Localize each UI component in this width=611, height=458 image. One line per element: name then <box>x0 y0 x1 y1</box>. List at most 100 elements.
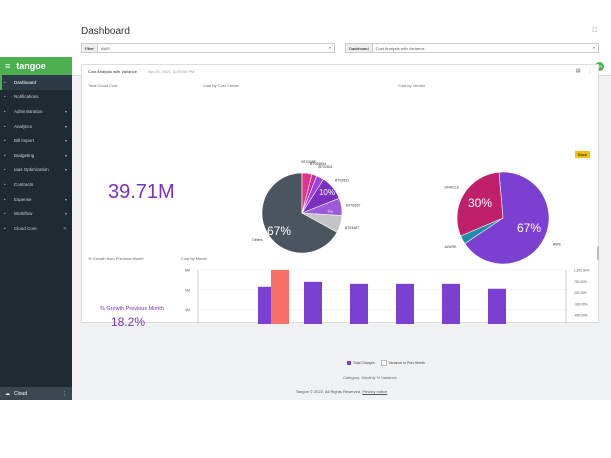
caret-icon: ▾ <box>64 123 67 129</box>
caret-icon: ▾ <box>64 196 67 202</box>
dashboard-label: Dashboard <box>346 44 373 52</box>
copyright: Tangoe © 2022. All Rights Reserved. <box>295 389 362 394</box>
avatar[interactable]: PR <box>595 61 604 71</box>
chevron-down-icon: ▾ <box>593 46 595 50</box>
sidebar-item-bill-import[interactable]: • Bill Import ▾ <box>0 133 72 148</box>
sidebar-item-budgeting[interactable]: • Budgeting ▾ <box>0 148 72 163</box>
sidebar-item-contracts[interactable]: • Contracts <box>0 177 72 192</box>
slice-label: Others <box>252 238 263 242</box>
slice-pct-label: 7% <box>327 209 333 214</box>
y-tick-label: 6M <box>185 288 190 292</box>
bar-total-charges <box>442 283 460 324</box>
panel-title: Cost Analysis with Variance <box>88 69 137 74</box>
optimize-icon: • <box>4 167 6 173</box>
sidebar-item-iaas-optimization[interactable]: • Iaas Optimization ▾ <box>0 163 72 178</box>
slice-pct-label: 6% <box>319 174 325 179</box>
pie-slice <box>301 172 313 214</box>
sidebar: ≡ tangoe • Dashboard • Notifications • Admini… <box>0 57 72 400</box>
cost-by-month-bars: 8M6M4M2M01,200.00%700.00%200.00%-300.00%… <box>185 269 589 324</box>
cloud-core-icon: • <box>4 225 6 231</box>
caret-icon: ▾ <box>64 167 67 173</box>
contract-icon: • <box>4 181 6 187</box>
growth-value: 18.2% <box>111 315 146 329</box>
sidebar-item-expense[interactable]: • Expense ▾ <box>0 192 72 207</box>
page-title: Dashboard <box>81 26 130 37</box>
vendor-title: Cost by Vendor <box>398 83 426 88</box>
caret-icon: ▾ <box>64 211 67 217</box>
caret-icon: ▾ <box>64 138 67 144</box>
bar-total-charges <box>304 281 322 324</box>
total-cost-label: Total Cloud Cost <box>88 83 118 88</box>
y-tick-label: 4M <box>185 308 190 312</box>
sidebar-item-notifications[interactable]: • Notifications <box>0 90 72 105</box>
fullscreen-icon[interactable]: ⛶ <box>592 28 597 34</box>
dashboard-icon: • <box>4 79 6 85</box>
bar-total-charges <box>350 283 368 324</box>
cloud-icon: ☁ <box>5 390 10 397</box>
filter-select[interactable]: Filter AWS ▾ <box>81 43 335 53</box>
kebab-menu-icon[interactable]: ⋮ <box>587 68 592 74</box>
legend-swatch-variance <box>380 360 387 366</box>
slice-label: BT02831 <box>335 178 349 182</box>
slice-pct-label: 30% <box>468 196 492 210</box>
cost-by-month-title: Cost by Month <box>181 256 207 261</box>
sidebar-item-label: Workflow <box>14 211 33 217</box>
pie-slice <box>456 171 504 237</box>
slice-pct-label: 4% <box>306 168 312 173</box>
vendor-pie: AWS AZURE ORACLE 67% 30% <box>444 171 562 265</box>
slice-label: AWS <box>553 242 562 246</box>
filter-value: AWS <box>100 45 110 51</box>
bar-total-charges <box>488 288 506 324</box>
slice-pct-label: 67% <box>267 224 291 238</box>
hamburger-icon[interactable]: ≡ <box>5 61 11 71</box>
sidebar-item-analytics[interactable]: • Analytics ▾ <box>0 119 72 134</box>
panel-header: Cost Analysis with Variance Apr 20, 2021… <box>88 69 194 74</box>
sidebar-item-dashboard[interactable]: • Dashboard <box>0 75 72 90</box>
y2-tick-label: 700.00% <box>574 280 587 284</box>
y2-tick-label: -800.00% <box>574 314 588 318</box>
legend-total: Total Charges <box>353 361 375 365</box>
sidebar-item-label: Bill Import <box>14 138 35 144</box>
brand: ≡ tangoe <box>0 57 72 75</box>
import-icon: • <box>4 138 6 144</box>
table-view-icon[interactable]: ▤ <box>575 68 581 74</box>
sidebar-item-cloud-core[interactable]: • Cloud Core ⇱ <box>0 221 72 236</box>
slice-label: BT02637 <box>346 203 360 207</box>
slice-label: BT03488 <box>301 160 315 164</box>
cloud-switcher[interactable]: ☁ Cloud ⋮ <box>0 387 72 400</box>
scrollbar[interactable] <box>597 246 599 260</box>
slice-label: AZURE <box>444 245 457 249</box>
caret-icon: ▾ <box>64 152 67 158</box>
dashboard-panel: Cost Analysis with Variance Apr 20, 2021… <box>81 64 599 380</box>
pie-slice <box>261 172 338 254</box>
sidebar-item-workflow[interactable]: • Workflow ▾ <box>0 206 72 221</box>
privacy-link[interactable]: Privacy notice <box>362 389 388 394</box>
cost-center-pie: OthersBT03487BT02637BT02831BT02831BT0256… <box>252 160 361 254</box>
bar-variance <box>271 270 289 324</box>
slice-label: ORACLE <box>445 186 460 190</box>
budget-icon: • <box>4 152 6 158</box>
gear-icon: • <box>4 108 6 114</box>
growth-title: % Growth Previous Month <box>100 306 164 312</box>
bell-icon: • <box>4 94 6 100</box>
cost-center-title: Cost by Cost Center <box>203 83 240 88</box>
dashboard-value: Cost Analysis with Variance <box>375 45 425 51</box>
legend-swatch-total <box>347 361 351 365</box>
slice-label: BT03487 <box>345 226 359 230</box>
growth-section-label: % Growth from Previous Month <box>88 256 144 261</box>
sidebar-item-label: Administration <box>14 108 43 114</box>
back-button[interactable]: Back <box>575 151 590 158</box>
legend: Total Charges Variance to Prev Month <box>347 360 425 366</box>
sidebar-item-label: Cloud Core <box>14 225 37 231</box>
sidebar-item-administration[interactable]: • Administration ▾ <box>0 104 72 119</box>
more-icon[interactable]: ⋮ <box>62 390 67 397</box>
y-tick-label: 8M <box>185 269 190 273</box>
bar-total-charges <box>396 283 414 324</box>
sidebar-item-label: Dashboard <box>14 79 37 85</box>
dashboard-select[interactable]: Dashboard Cost Analysis with Variance ▾ <box>345 43 599 53</box>
cloud-label: Cloud <box>14 390 28 397</box>
x-axis-label: Category: Monthly % Variance <box>343 375 397 380</box>
analytics-icon: • <box>4 123 6 129</box>
y2-tick-label: 200.00% <box>574 291 587 295</box>
brand-logo: tangoe <box>16 61 46 71</box>
